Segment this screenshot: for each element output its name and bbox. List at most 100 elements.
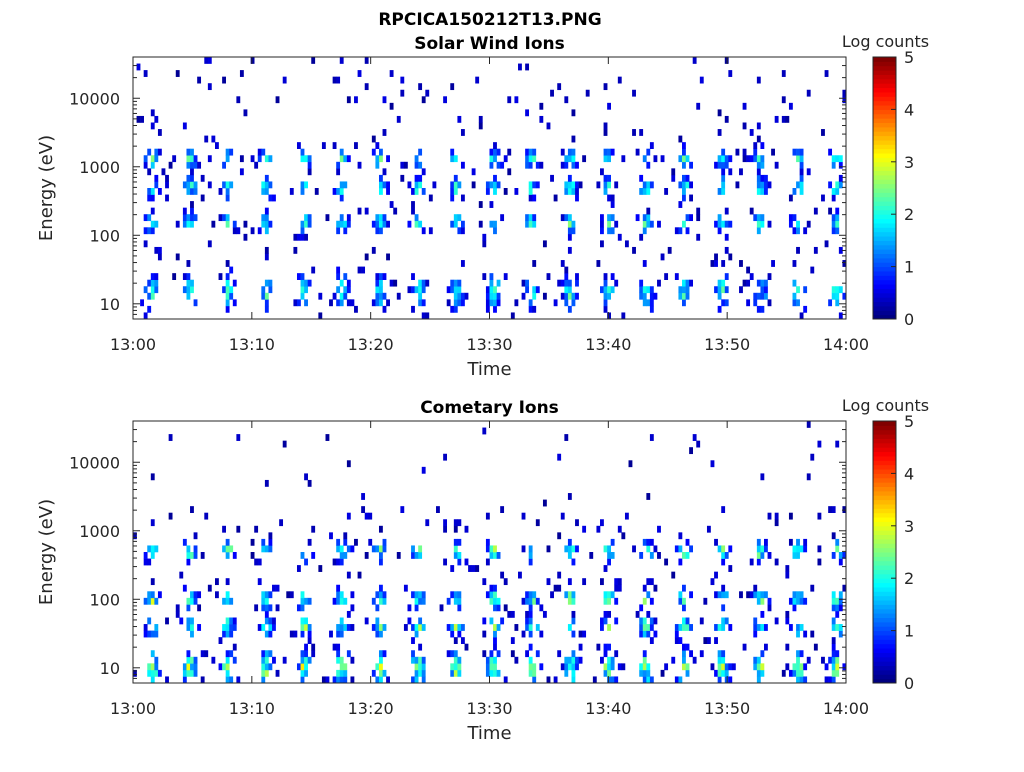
spectrogram-cell xyxy=(411,207,415,215)
spectrogram-cell xyxy=(603,565,608,572)
spectrogram-cell xyxy=(197,591,202,599)
spectrogram-cell xyxy=(685,624,690,631)
spectrogram-cell xyxy=(375,142,380,149)
spectrogram-cell xyxy=(671,571,676,579)
spectrogram-cell xyxy=(728,168,733,176)
spectrogram-cell xyxy=(649,299,654,307)
spectrogram-cell xyxy=(453,214,458,222)
spectrogram-cell xyxy=(721,161,726,169)
spectrogram-cell xyxy=(411,552,415,559)
spectrogram-cell xyxy=(257,148,262,156)
spectrogram-cell xyxy=(453,292,458,300)
spectrogram-cell xyxy=(803,663,808,671)
spectrogram-cell xyxy=(567,305,572,313)
spectrogram-cell xyxy=(147,617,152,625)
spectrogram-cell xyxy=(831,188,836,195)
spectrogram-cell xyxy=(443,519,448,527)
spectrogram-cell xyxy=(760,174,765,182)
spectrogram-cell xyxy=(788,538,793,546)
colorbar-segment xyxy=(873,573,896,579)
spectrogram-cell xyxy=(186,597,191,605)
spectrogram-cell xyxy=(838,604,843,612)
spectrogram-cell xyxy=(788,214,793,222)
spectrogram-cell xyxy=(200,174,205,182)
spectrogram-cell xyxy=(642,656,647,664)
spectrogram-cell xyxy=(418,181,423,189)
spectrogram-cell xyxy=(835,299,840,307)
spectrogram-cell xyxy=(496,552,501,559)
spectrogram-cell xyxy=(532,214,537,222)
spectrogram-cell xyxy=(389,279,394,287)
spectrogram-cell xyxy=(692,656,697,664)
spectrogram-cell xyxy=(582,578,587,586)
spectrogram-cell xyxy=(407,181,412,189)
x-tick-label: 13:40 xyxy=(585,335,631,354)
colorbar-segment xyxy=(873,460,896,466)
spectrogram-cell xyxy=(457,630,462,638)
spectrogram-cell xyxy=(264,207,269,215)
spectrogram-cell xyxy=(767,512,772,520)
colorbar-segment xyxy=(873,144,896,150)
spectrogram-cell xyxy=(603,650,608,658)
spectrogram-cell xyxy=(378,552,383,559)
spectrogram-cell xyxy=(386,253,390,261)
spectrogram-cell xyxy=(336,676,341,684)
spectrogram-cell xyxy=(600,578,604,586)
spectrogram-cell xyxy=(753,584,758,592)
spectrogram-cell xyxy=(482,427,487,435)
spectrogram-cell xyxy=(443,525,448,533)
spectrogram-cell xyxy=(190,214,194,222)
x-tick-label: 13:00 xyxy=(110,335,156,354)
spectrogram-cell xyxy=(753,656,758,664)
spectrogram-cell xyxy=(785,115,790,123)
spectrogram-cell xyxy=(411,545,415,553)
spectrogram-cell xyxy=(714,260,718,267)
spectrogram-cell xyxy=(368,512,373,520)
spectrogram-cell xyxy=(300,148,305,156)
colorbar-label: Log counts xyxy=(842,32,929,51)
spectrogram-cell xyxy=(307,630,312,638)
spectrogram-cell xyxy=(564,161,569,169)
spectrogram-cell xyxy=(603,299,608,307)
spectrogram-cell xyxy=(211,656,216,664)
spectrogram-cell xyxy=(828,676,833,684)
spectrogram-cell xyxy=(450,624,455,631)
spectrogram-cell xyxy=(639,129,644,136)
spectrogram-cell xyxy=(703,637,708,644)
spectrogram-cell xyxy=(239,168,244,176)
spectrogram-cell xyxy=(382,624,387,631)
spectrogram-cell xyxy=(646,669,651,677)
spectrogram-cell xyxy=(756,188,761,195)
spectrogram-cell xyxy=(300,552,305,559)
spectrogram-cell xyxy=(678,155,683,163)
spectrogram-cell xyxy=(642,617,647,625)
spectrogram-cell xyxy=(229,617,234,625)
spectrogram-cell xyxy=(724,161,729,169)
spectrogram-cell xyxy=(567,578,572,586)
spectrogram-cell xyxy=(528,194,533,202)
spectrogram-cell xyxy=(371,246,376,254)
spectrogram-cell xyxy=(304,279,308,287)
colorbar-segment xyxy=(873,74,896,80)
colorbar-tick-label: 4 xyxy=(904,464,914,483)
spectrogram-cell xyxy=(525,617,530,625)
spectrogram-cell xyxy=(535,650,540,658)
spectrogram-cell xyxy=(831,669,836,677)
spectrogram-cell xyxy=(371,624,376,631)
spectrogram-cell xyxy=(396,552,401,559)
spectrogram-cell xyxy=(764,174,768,182)
spectrogram-cell xyxy=(785,643,790,651)
colorbar-segment xyxy=(873,166,896,172)
colorbar-segment xyxy=(873,586,896,592)
spectrogram-cell xyxy=(600,519,604,527)
spectrogram-cell xyxy=(329,532,333,540)
spectrogram-cell xyxy=(617,584,622,592)
spectrogram-cell xyxy=(304,286,308,294)
colorbar-segment xyxy=(873,179,896,185)
spectrogram-cell xyxy=(649,220,654,228)
spectrogram-cell xyxy=(571,109,576,117)
spectrogram-cell xyxy=(735,181,740,189)
spectrogram-cell xyxy=(268,220,273,228)
spectrogram-cell xyxy=(471,565,476,572)
spectrogram-cell xyxy=(792,227,797,235)
